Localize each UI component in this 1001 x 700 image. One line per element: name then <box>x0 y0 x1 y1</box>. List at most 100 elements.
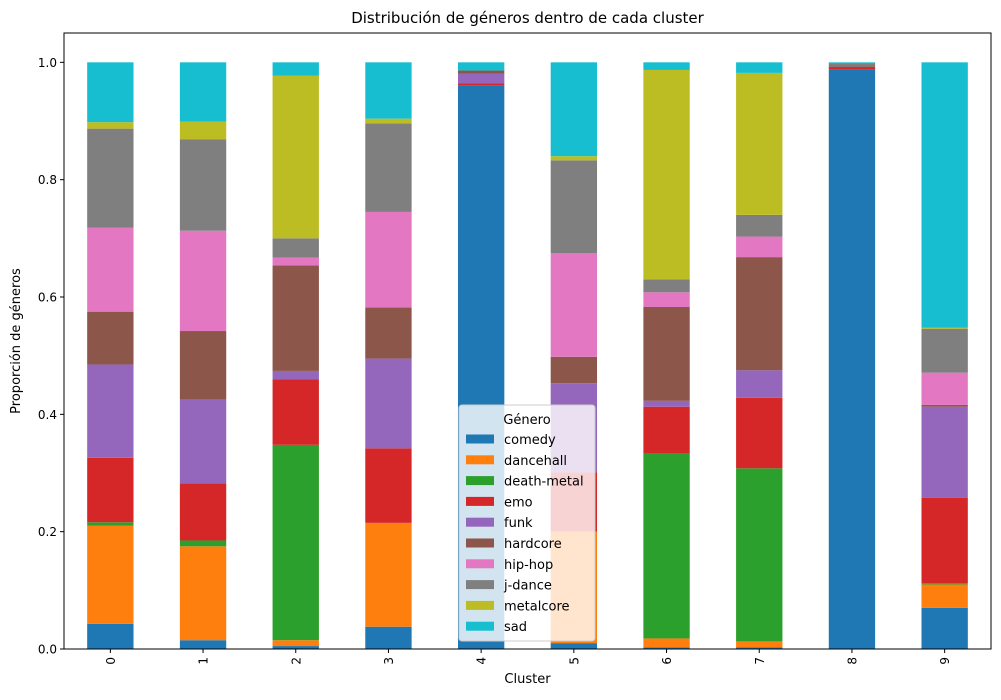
x-tick-label: 1 <box>197 657 211 665</box>
bar-segment-funk-cluster-2 <box>272 370 319 380</box>
legend-swatch-sad <box>466 621 494 631</box>
bar-segment-emo-cluster-3 <box>365 448 412 523</box>
bar-segment-hip-hop-cluster-6 <box>643 292 690 307</box>
bar-segment-comedy-cluster-6 <box>643 647 690 649</box>
legend-label-j-dance: j-dance <box>503 579 552 594</box>
x-tick-label: 9 <box>938 657 952 665</box>
bar-segment-emo-cluster-9 <box>921 497 968 584</box>
bar-segment-hip-hop-cluster-0 <box>87 227 134 312</box>
bar-segment-hardcore-cluster-9 <box>921 404 968 407</box>
bar-segment-comedy-cluster-9 <box>921 607 968 649</box>
bar-segment-comedy-cluster-2 <box>272 646 319 649</box>
y-tick-label: 0.4 <box>38 408 57 422</box>
bar-segment-death-metal-cluster-9 <box>921 583 968 585</box>
y-axis-label: Proporción de géneros <box>9 268 24 414</box>
x-tick-label: 4 <box>475 657 489 665</box>
legend-swatch-funk <box>466 517 494 527</box>
bar-segment-j-dance-cluster-7 <box>736 214 783 237</box>
bar-segment-comedy-cluster-1 <box>179 640 227 649</box>
bar-segment-funk-cluster-4 <box>457 73 505 84</box>
bar-segment-metalcore-cluster-1 <box>179 121 227 140</box>
bar-segment-hip-hop-cluster-1 <box>179 230 227 332</box>
bar-segment-death-metal-cluster-1 <box>179 540 227 547</box>
bar-segment-sad-cluster-8 <box>828 62 876 64</box>
bar-segment-sad-cluster-3 <box>365 62 412 119</box>
x-tick-label: 8 <box>845 657 859 665</box>
x-axis: 0 1 2 3 4 5 6 7 8 9 <box>104 649 952 665</box>
bar-segment-sad-cluster-5 <box>550 62 598 157</box>
legend-swatch-metalcore <box>466 600 494 610</box>
legend-label-sad: sad <box>504 620 527 635</box>
bar-segment-hardcore-cluster-5 <box>550 356 598 384</box>
bar-segment-dancehall-cluster-1 <box>179 546 227 641</box>
y-tick-label: 0.2 <box>38 525 57 539</box>
bar-segment-j-dance-cluster-6 <box>643 279 690 293</box>
bar-segment-j-dance-cluster-0 <box>87 128 134 228</box>
bar-segment-funk-cluster-7 <box>736 370 783 398</box>
bar-segment-sad-cluster-7 <box>736 62 783 73</box>
bar-segment-j-dance-cluster-9 <box>921 328 968 373</box>
bar-segment-j-dance-cluster-5 <box>550 160 598 253</box>
legend-swatch-hardcore <box>466 538 494 548</box>
bar-segment-hip-hop-cluster-3 <box>365 211 412 308</box>
bar-segment-funk-cluster-9 <box>921 406 968 498</box>
bar-segment-hardcore-cluster-4 <box>457 70 505 74</box>
bar-segment-metalcore-cluster-2 <box>272 75 319 239</box>
legend-label-hip-hop: hip-hop <box>504 558 553 573</box>
chart-title: Distribución de géneros dentro de cada c… <box>351 9 704 27</box>
bar-segment-death-metal-cluster-7 <box>736 468 783 642</box>
bar-segment-death-metal-cluster-0 <box>87 522 134 526</box>
bar-segment-sad-cluster-6 <box>643 62 690 70</box>
bar-segment-j-dance-cluster-8 <box>828 63 876 67</box>
legend-title: Género <box>503 413 550 428</box>
bar-segment-funk-cluster-3 <box>365 358 412 449</box>
legend-label-death-metal: death-metal <box>504 475 584 490</box>
legend-swatch-dancehall <box>466 455 494 465</box>
bar-segment-sad-cluster-0 <box>87 62 134 123</box>
bar-segment-sad-cluster-9 <box>921 62 968 328</box>
bar-segment-comedy-cluster-5 <box>550 643 598 649</box>
bar-segment-emo-cluster-6 <box>643 406 690 454</box>
y-axis: 0.0 0.2 0.4 0.6 0.8 1.0 <box>38 56 64 657</box>
bar-segment-emo-cluster-8 <box>828 67 876 70</box>
bar-segment-funk-cluster-1 <box>179 399 227 484</box>
bar-segment-sad-cluster-2 <box>272 62 319 76</box>
legend-swatch-emo <box>466 496 494 506</box>
bar-segment-emo-cluster-1 <box>179 483 227 541</box>
x-tick-label: 5 <box>567 657 581 665</box>
legend-label-emo: emo <box>504 495 533 510</box>
bar-segment-sad-cluster-4 <box>457 62 505 71</box>
legend-swatch-comedy <box>466 434 494 444</box>
bar-segment-emo-cluster-0 <box>87 457 134 523</box>
bar-segment-hip-hop-cluster-5 <box>550 253 598 357</box>
bar-segment-dancehall-cluster-0 <box>87 525 134 624</box>
bar-segment-funk-cluster-0 <box>87 364 134 458</box>
legend-label-funk: funk <box>504 516 533 531</box>
bar-segment-j-dance-cluster-2 <box>272 238 319 258</box>
bar-segment-hardcore-cluster-2 <box>272 265 319 371</box>
bar-segment-hardcore-cluster-0 <box>87 311 134 365</box>
bar-segment-hardcore-cluster-7 <box>736 257 783 371</box>
bar-segment-dancehall-cluster-6 <box>643 638 690 648</box>
bar-segment-metalcore-cluster-5 <box>550 156 598 161</box>
bar-segment-metalcore-cluster-3 <box>365 118 412 124</box>
bar-segment-dancehall-cluster-9 <box>921 584 968 608</box>
bar-segment-metalcore-cluster-6 <box>643 69 690 280</box>
legend-label-hardcore: hardcore <box>504 537 562 552</box>
bar-segment-hardcore-cluster-3 <box>365 307 412 359</box>
bar-segment-dancehall-cluster-3 <box>365 522 412 627</box>
bar-segment-comedy-cluster-7 <box>736 647 783 649</box>
legend-items: comedy dancehall death-metal emo funk hardcor… <box>466 433 584 635</box>
y-tick-label: 0.6 <box>38 291 57 305</box>
legend: Género comedy dancehall death-metal emo funk… <box>458 404 596 642</box>
legend-label-comedy: comedy <box>504 433 556 448</box>
y-tick-label: 1.0 <box>38 56 57 70</box>
bar-segment-hardcore-cluster-1 <box>179 331 227 400</box>
legend-label-dancehall: dancehall <box>504 454 567 469</box>
x-tick-label: 7 <box>753 657 767 665</box>
legend-swatch-death-metal <box>466 476 494 486</box>
bar-segment-death-metal-cluster-2 <box>272 444 319 641</box>
bar-segment-hip-hop-cluster-9 <box>921 372 968 405</box>
bar-segment-metalcore-cluster-7 <box>736 72 783 215</box>
